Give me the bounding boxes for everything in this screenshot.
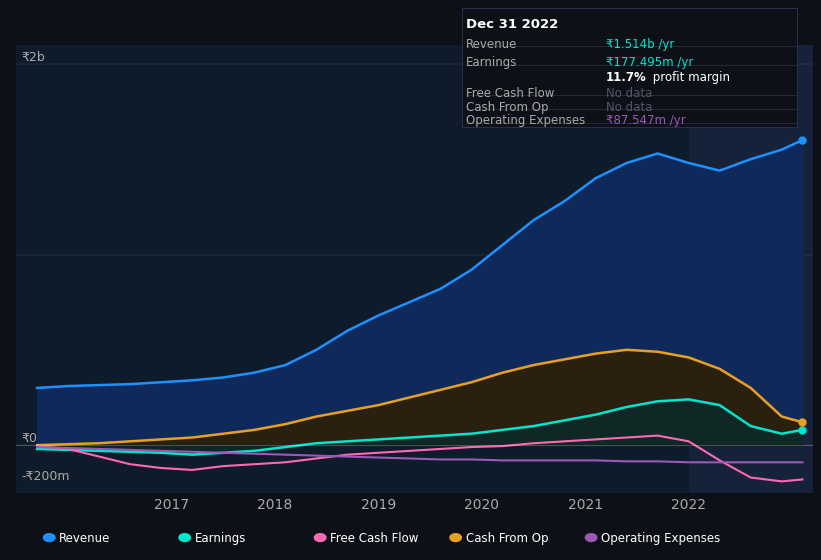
Text: Free Cash Flow: Free Cash Flow xyxy=(330,531,419,544)
Text: ₹87.547m /yr: ₹87.547m /yr xyxy=(606,114,686,128)
Text: ₹1.514b /yr: ₹1.514b /yr xyxy=(606,38,674,51)
Text: Dec 31 2022: Dec 31 2022 xyxy=(466,18,558,31)
Text: No data: No data xyxy=(606,101,652,114)
Text: Cash From Op: Cash From Op xyxy=(466,531,548,544)
Text: No data: No data xyxy=(606,87,652,100)
Text: -₹200m: -₹200m xyxy=(21,470,70,483)
Text: Cash From Op: Cash From Op xyxy=(466,101,548,114)
Text: ₹177.495m /yr: ₹177.495m /yr xyxy=(606,56,693,69)
Text: Revenue: Revenue xyxy=(466,38,518,51)
Text: ₹0: ₹0 xyxy=(21,432,38,445)
Text: Free Cash Flow: Free Cash Flow xyxy=(466,87,555,100)
Text: ₹2b: ₹2b xyxy=(21,51,45,64)
Text: Earnings: Earnings xyxy=(195,531,246,544)
Text: Revenue: Revenue xyxy=(59,531,111,544)
Text: 11.7%: 11.7% xyxy=(606,71,647,85)
Text: Operating Expenses: Operating Expenses xyxy=(466,114,585,128)
Text: Earnings: Earnings xyxy=(466,56,518,69)
Text: profit margin: profit margin xyxy=(649,71,730,85)
Text: Operating Expenses: Operating Expenses xyxy=(601,531,720,544)
Bar xyxy=(689,45,813,493)
